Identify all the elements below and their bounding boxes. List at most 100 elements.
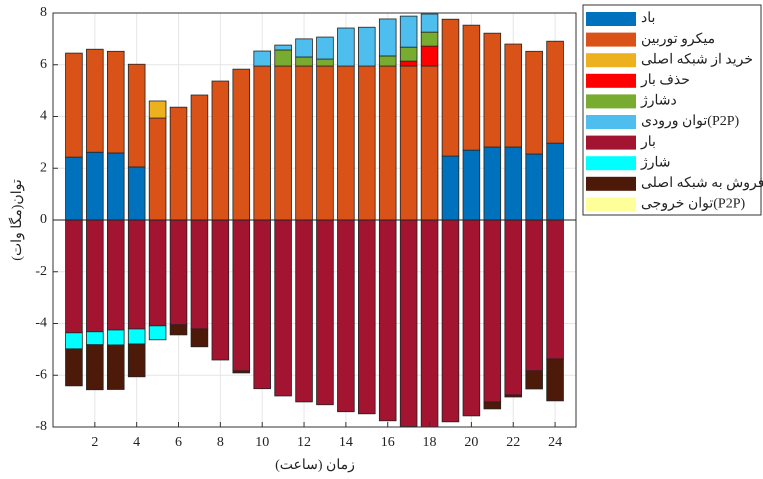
bar-segment xyxy=(127,219,146,330)
bar-segment xyxy=(399,60,418,67)
x-tick-label: 4 xyxy=(133,435,140,450)
bar-segment xyxy=(86,151,104,221)
bar-segment xyxy=(337,65,355,221)
x-tick-label: 12 xyxy=(297,435,311,450)
bar-segment xyxy=(420,45,439,67)
bar-segment xyxy=(316,219,334,406)
bar-segment xyxy=(483,401,502,410)
bar-segment xyxy=(546,219,564,360)
bar-segment xyxy=(65,348,83,387)
bar-segment xyxy=(190,219,209,330)
bar-segment xyxy=(462,149,481,221)
bar-segment xyxy=(378,18,397,57)
legend-label: شارژ xyxy=(640,155,671,170)
bar-segment xyxy=(106,344,125,390)
bar-segment xyxy=(399,46,418,62)
bar-segment xyxy=(169,106,188,221)
x-tick-label: 6 xyxy=(175,435,182,450)
legend-label: خرید از شبکه اصلی xyxy=(641,52,753,67)
bar-segment xyxy=(525,50,543,155)
x-axis-label: زمان (ساعت) xyxy=(275,458,355,473)
bar-segment xyxy=(211,80,230,221)
bar-segment xyxy=(211,219,230,361)
bar-segment xyxy=(358,219,376,415)
bar-segment xyxy=(420,65,439,221)
y-tick-label: 2 xyxy=(40,160,47,175)
bar-segment xyxy=(253,65,271,221)
bar-segment xyxy=(86,219,104,333)
legend-label: میکرو توربین xyxy=(641,32,715,47)
y-tick-label: 4 xyxy=(40,109,47,124)
bar-segment xyxy=(169,324,188,336)
bar-segment xyxy=(546,40,564,144)
y-tick-label: 0 xyxy=(40,212,47,227)
bar-segment xyxy=(106,219,125,331)
bar-segment xyxy=(483,32,502,148)
bar-segment xyxy=(295,56,313,67)
legend-label: بار xyxy=(640,135,656,150)
bar-segment xyxy=(358,65,376,221)
legend-swatch xyxy=(586,135,636,150)
y-tick-label: -6 xyxy=(35,367,47,382)
legend-label: حذف بار xyxy=(640,73,690,88)
bar-segment xyxy=(337,27,355,67)
bar-segment xyxy=(274,44,292,51)
bar-segment xyxy=(169,219,188,326)
bar-segment xyxy=(127,343,146,378)
y-axis-label: توان(مگا وات) xyxy=(8,179,25,261)
bar-segment xyxy=(462,24,481,151)
legend-swatch xyxy=(586,115,636,129)
bar-segment xyxy=(65,332,83,350)
bar-segment xyxy=(504,146,523,221)
bar-segment xyxy=(399,65,418,221)
legend-label: توان خروجی(P2P) xyxy=(641,197,746,212)
bar-segment xyxy=(504,219,523,396)
x-tick-label: 20 xyxy=(464,435,478,450)
bar-segment xyxy=(274,49,292,67)
bar-segment xyxy=(86,344,104,391)
legend-swatch xyxy=(586,176,636,191)
bar-segment xyxy=(232,370,251,374)
bar-segment xyxy=(316,65,334,221)
bar-segment xyxy=(274,65,292,221)
bar-segment xyxy=(65,52,83,158)
bar-segment xyxy=(525,219,543,372)
y-tick-label: 8 xyxy=(40,5,47,20)
bar-segment xyxy=(65,156,83,221)
bar-segment xyxy=(525,370,543,390)
bar-segment xyxy=(295,219,313,403)
bar-segment xyxy=(399,219,418,427)
x-tick-label: 14 xyxy=(339,435,353,450)
bar-segment xyxy=(295,65,313,221)
bar-segment xyxy=(190,94,209,221)
bar-segment xyxy=(358,26,376,67)
bar-segment xyxy=(378,55,397,67)
bar-segment xyxy=(316,58,334,67)
bar-segment xyxy=(316,36,334,60)
bar-segment xyxy=(253,219,271,390)
bar-segment xyxy=(127,328,146,345)
y-tick-label: 6 xyxy=(40,57,47,72)
bar-segment xyxy=(378,219,397,422)
x-tick-label: 8 xyxy=(217,435,224,450)
y-tick-label: -2 xyxy=(35,264,47,279)
bar-segment xyxy=(525,153,543,221)
bar-segment xyxy=(378,65,397,221)
legend-label: فروش به شبکه اصلی xyxy=(641,176,763,191)
legend-swatch xyxy=(586,197,636,212)
bar-segment xyxy=(546,142,564,221)
bar-segment xyxy=(232,219,251,372)
bar-segment xyxy=(232,68,251,221)
bar-segment xyxy=(127,166,146,221)
legend-swatch xyxy=(586,12,636,26)
bar-segment xyxy=(483,146,502,221)
x-tick-label: 16 xyxy=(381,435,395,450)
bar-segment xyxy=(106,50,125,154)
bar-segment xyxy=(65,219,83,334)
bar-segment xyxy=(127,63,146,168)
bar-segment xyxy=(420,31,439,47)
x-tick-label: 22 xyxy=(506,435,520,450)
legend-swatch xyxy=(586,32,636,47)
bar-segment xyxy=(483,219,502,403)
